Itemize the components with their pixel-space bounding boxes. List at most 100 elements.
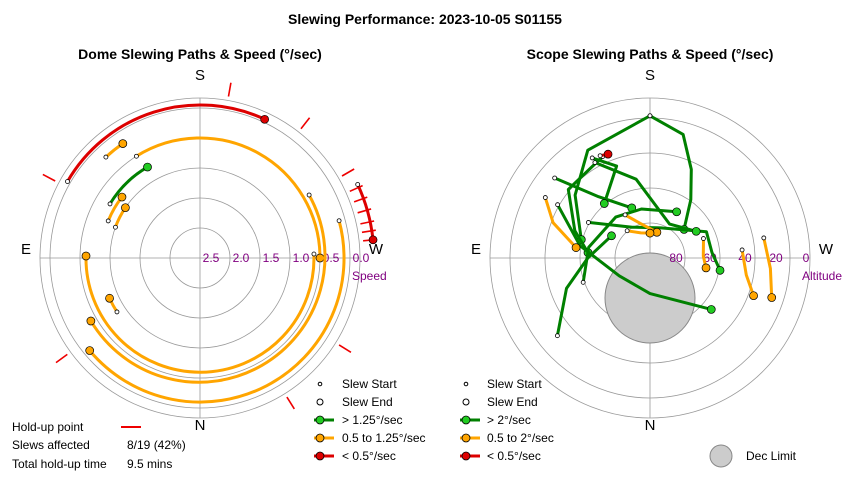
dome-slew-start [113, 224, 118, 230]
holdup-mark [227, 82, 232, 97]
scope-ring-label: 0 [803, 251, 810, 265]
holdup-mark [353, 196, 368, 203]
dome-slew-start [65, 179, 70, 184]
scope-slew-start [624, 228, 630, 234]
holdup-slews-value: 8/19 (42%) [127, 438, 186, 452]
dome-legend-fast: > 1.25°/sec [342, 413, 403, 427]
scope-slew-start [647, 113, 653, 119]
dome-axis-label: Speed [352, 269, 387, 283]
dome-slew-arc [134, 136, 322, 260]
dome-slew-start [134, 153, 139, 159]
dome-slew-end [121, 203, 130, 213]
dome-slew-start [105, 218, 111, 224]
dome-slew-end [117, 192, 127, 202]
dome-slew-start [311, 251, 317, 257]
scope-slew-start [589, 155, 595, 161]
dome-ring-label: 0.0 [353, 251, 370, 265]
scope-slew-start [701, 236, 706, 241]
dome-compass-n: N [195, 417, 206, 434]
dome-title: Dome Slewing Paths & Speed (°/sec) [78, 46, 322, 62]
legend-start-marker [463, 381, 469, 387]
holdup-mark [361, 229, 376, 234]
holdup-point-label: Hold-up point [12, 420, 84, 434]
scope-slew-path [762, 236, 774, 300]
dome-panel: Dome Slewing Paths & Speed (°/sec) S N E… [21, 46, 387, 434]
dome-slew-start [103, 154, 109, 160]
dome-ring-labels: 2.5 2.0 1.5 1.0 0.5 0.0 [203, 251, 370, 265]
holdup-mark [286, 396, 296, 410]
dome-ring-label: 0.5 [323, 251, 340, 265]
holdup-mark [360, 220, 375, 225]
scope-slew-path [581, 207, 679, 284]
scope-slew-end [599, 199, 609, 208]
dome-slew-arc [89, 193, 327, 384]
scope-slew-start [592, 160, 598, 165]
scope-slew-path [648, 114, 693, 231]
dome-slew-end [260, 114, 270, 124]
dome-slew-start [114, 309, 120, 315]
dome-slew-arc [88, 219, 346, 404]
scope-slew-path [566, 155, 605, 255]
scope-slew-paths [542, 113, 777, 339]
chart-title: Slewing Performance: 2023-10-05 S01155 [288, 11, 562, 27]
dome-compass-s: S [195, 67, 205, 84]
scope-slew-end [571, 243, 581, 252]
scope-ring-label: 80 [669, 251, 683, 265]
dome-holdup-marks [42, 82, 378, 410]
legend-fast-marker [461, 415, 471, 425]
dome-legend-end: Slew End [342, 395, 393, 409]
dome-slew-end [118, 139, 128, 148]
dome-slew-start [107, 201, 113, 207]
scope-slew-path [553, 176, 634, 210]
scope-slew-path [586, 220, 722, 272]
holdup-info: Hold-up point Slews affected 8/19 (42%) … [12, 420, 186, 471]
scope-slew-start [552, 175, 558, 181]
dome-legend-mid: 0.5 to 1.25°/sec [342, 431, 426, 445]
legend-mid-marker [315, 433, 325, 443]
scope-slew-start [586, 220, 591, 225]
scope-slew-path [555, 234, 613, 338]
scope-slew-start [622, 212, 628, 218]
dome-slew-end [315, 253, 325, 263]
holdup-time-label: Total hold-up time [12, 457, 107, 471]
dome-slew-end [143, 162, 152, 172]
holdup-time-value: 9.5 mins [127, 457, 172, 471]
scope-legend-end: Slew End [487, 395, 538, 409]
scope-legend-slow: < 0.5°/sec [487, 449, 541, 463]
scope-compass-n: N [645, 417, 656, 434]
scope-slew-path [590, 156, 619, 205]
scope-slew-end [715, 265, 725, 275]
dome-ring-label: 2.0 [233, 251, 250, 265]
scope-slew-path [543, 196, 578, 250]
legend-start-marker [317, 381, 323, 387]
holdup-mark [42, 173, 56, 182]
scope-panel: Scope Slewing Paths & Speed (°/sec) S N … [471, 46, 842, 434]
scope-slew-start [554, 333, 560, 339]
scope-legend-dec-limit: Dec Limit [746, 449, 797, 463]
scope-slew-end [767, 293, 777, 302]
dome-slew-start [306, 192, 312, 198]
scope-slew-path [556, 203, 713, 311]
scope-legend-fast: > 2°/sec [487, 413, 531, 427]
scope-slew-path [740, 248, 756, 298]
scope-slew-start [542, 195, 548, 200]
scope-compass-w: W [819, 241, 834, 258]
scope-slew-end [672, 207, 682, 217]
holdup-mark [341, 168, 355, 177]
dome-compass-w: W [369, 241, 384, 258]
legend-slow-marker [315, 451, 325, 461]
dome-slew-arc [66, 103, 267, 183]
holdup-mark [338, 344, 352, 354]
scope-slew-start [597, 153, 603, 159]
dome-slew-end [81, 251, 91, 261]
scope-compass-e: E [471, 241, 481, 258]
dome-slew-end [85, 346, 95, 355]
legend-fast-marker [315, 415, 325, 425]
scope-slew-end [701, 263, 711, 273]
scope-slew-end [706, 305, 716, 314]
scope-slew-start [555, 202, 561, 208]
dome-slew-start [355, 182, 361, 187]
holdup-mark [55, 353, 68, 364]
scope-slew-start [739, 247, 745, 253]
